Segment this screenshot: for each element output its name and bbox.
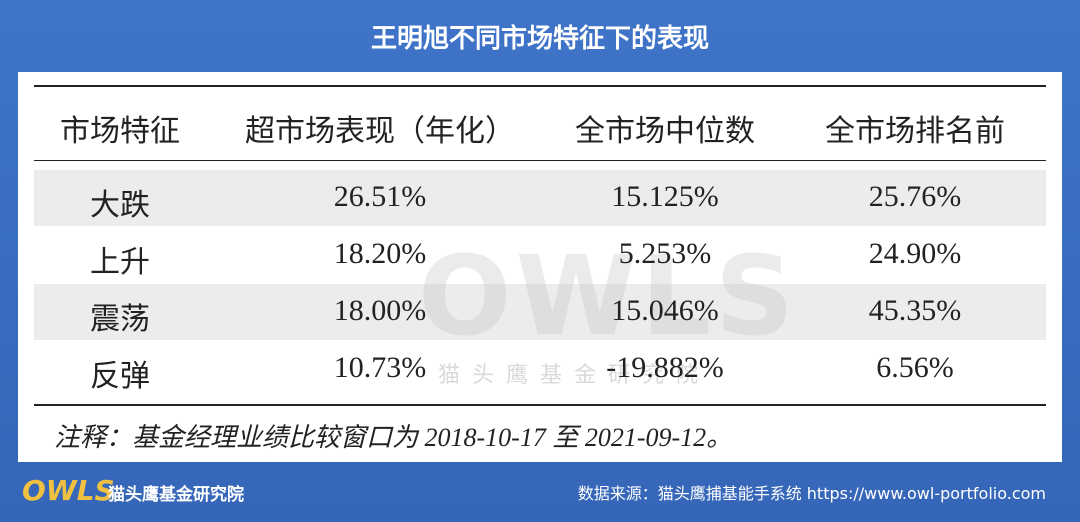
row-label: 上升 [90, 246, 150, 279]
title: 王明旭不同市场特征下的表现 [370, 24, 709, 54]
footer-org: 猫头鹰基金研究院 [108, 485, 244, 505]
column-header: 超市场表现（年化） [245, 115, 515, 148]
footer-source: 数据来源：猫头鹰捕基能手系统 https://www.owl-portfolio… [577, 484, 1046, 503]
column-header: 市场特征 [60, 115, 180, 148]
top-rule [34, 85, 1046, 87]
bottom-rule [34, 404, 1046, 406]
watermark-logo: OWLS [418, 232, 799, 360]
row-band [34, 170, 1046, 226]
cell-value: -19.882% [606, 351, 724, 384]
cell-value: 6.56% [876, 351, 954, 384]
cell-value: 26.51% [333, 180, 427, 213]
column-header: 全市场排名前 [825, 115, 1005, 148]
footer-logo: OWLS [22, 474, 115, 507]
row-label: 反弹 [90, 360, 150, 393]
cell-value: 15.046% [611, 294, 719, 327]
mid-rule [34, 160, 1046, 161]
watermark-name: 猫头鹰基金研究院 [438, 363, 711, 388]
cell-value: 24.90% [868, 237, 962, 270]
column-header: 全市场中位数 [575, 115, 755, 148]
row-label: 震荡 [90, 303, 150, 336]
row-band [34, 284, 1046, 340]
cell-value: 45.35% [868, 294, 962, 327]
cell-value: 5.253% [618, 237, 712, 270]
note: 注释：基金经理业绩比较窗口为 2018-10-17 至 2021-09-12。 [54, 423, 733, 452]
row-label: 大跌 [90, 189, 150, 222]
cell-value: 18.00% [333, 294, 427, 327]
cell-value: 18.20% [333, 237, 427, 270]
table-panel: OWLS 猫头鹰基金研究院 注释：基金经理业绩比较窗口为 2018-10-17 … [18, 72, 1062, 462]
cell-value: 25.76% [868, 180, 962, 213]
cell-value: 10.73% [333, 351, 427, 384]
cell-value: 15.125% [611, 180, 719, 213]
